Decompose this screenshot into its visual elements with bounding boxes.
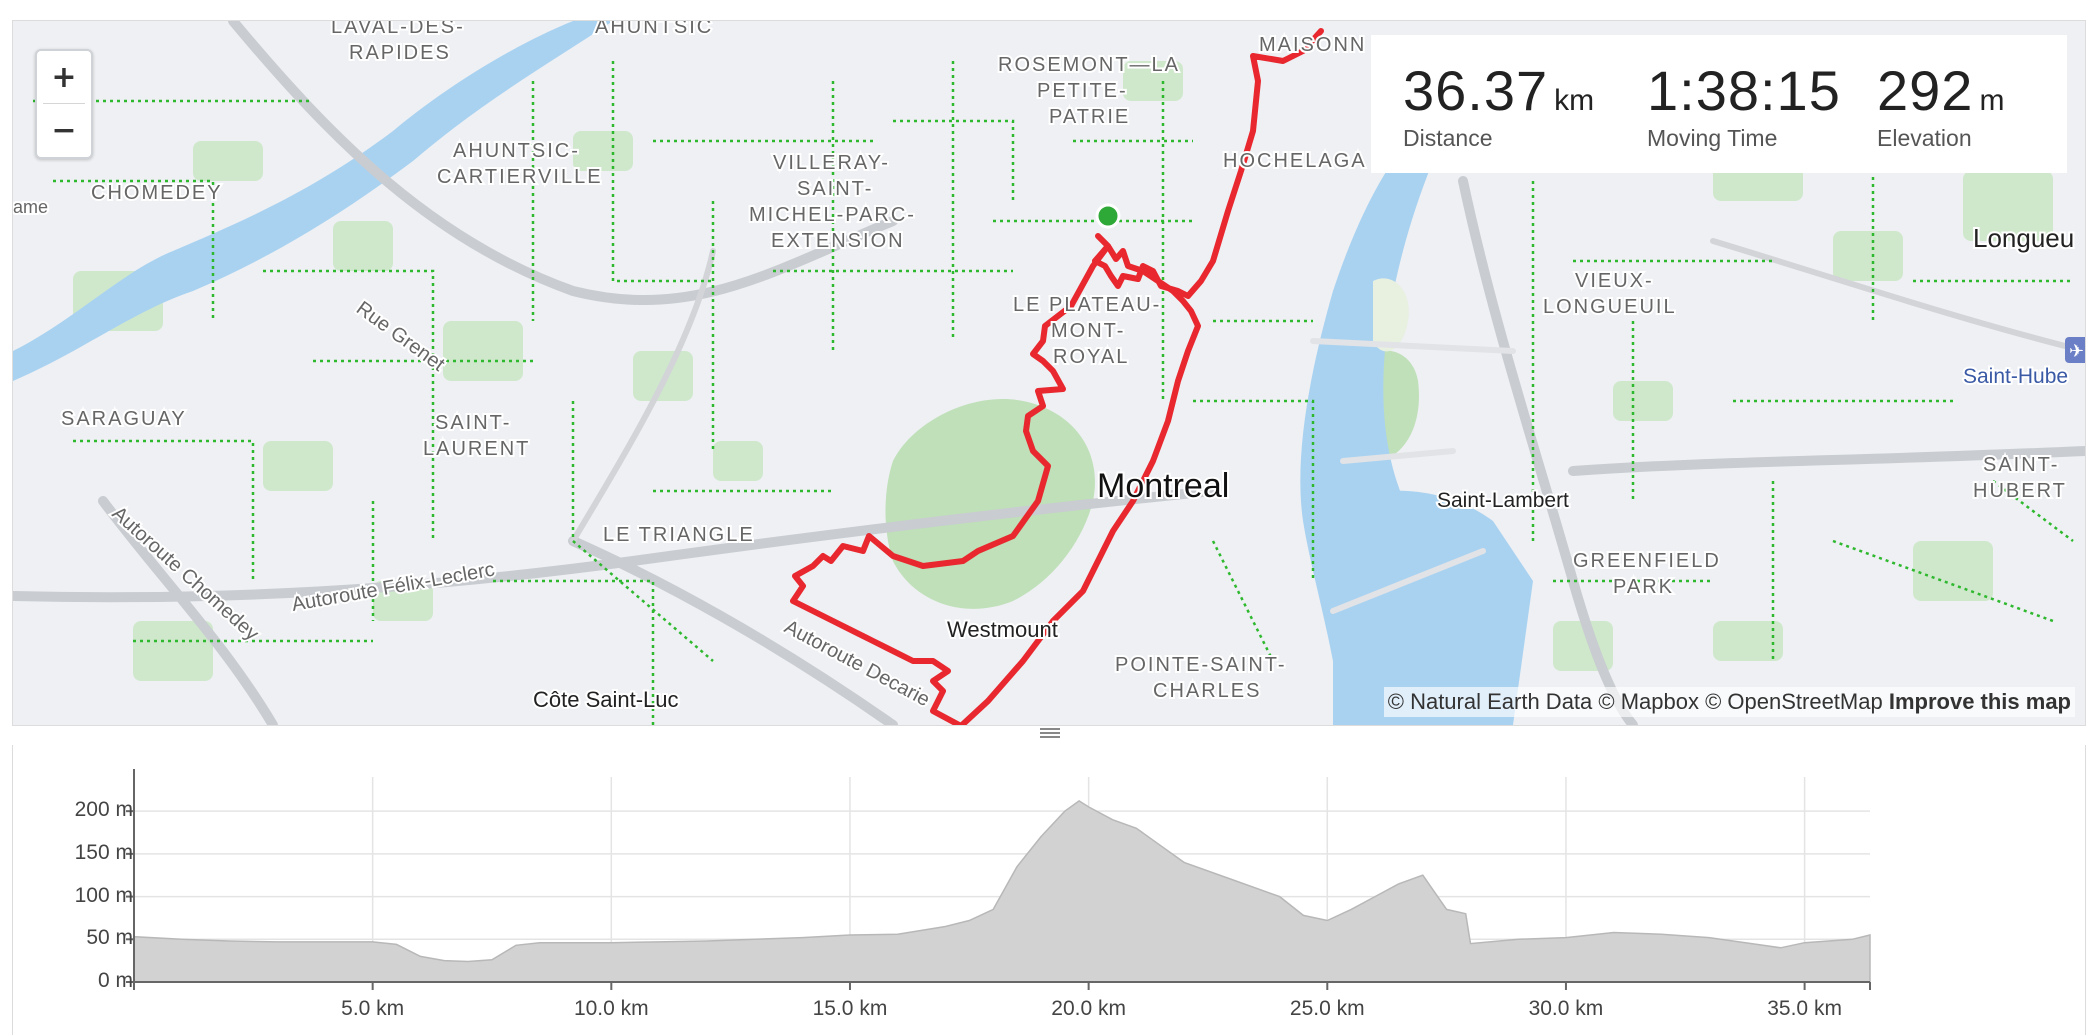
label-le-triangle: LE TRIANGLE (603, 524, 755, 546)
stat-distance-value-row: 36.37 km (1403, 61, 1594, 121)
improve-map-link[interactable]: Improve this map (1888, 689, 2071, 714)
label-ahuntsic-top: AHUNTSIC (595, 21, 713, 38)
attribution-text[interactable]: © Natural Earth Data © Mapbox © OpenStre… (1387, 689, 1883, 714)
stat-elevation-label: Elevation (1877, 125, 1972, 151)
label-villeray-2: SAINT- (797, 178, 873, 200)
bridge-jacques-cartier (1310, 338, 1516, 354)
label-hochelaga: HOCHELAGA (1223, 150, 1367, 172)
elevation-chart-canvas[interactable] (13, 745, 2085, 1027)
highway-felix-leclerc (13, 486, 1218, 603)
label-plateau-1: LE PLATEAU- (1013, 294, 1161, 316)
stat-moving-time-value-row: 1:38:15 (1647, 61, 1841, 121)
x-tick-label: 10.0 km (573, 997, 649, 1020)
stat-moving-time: 1:38:15 Moving Time (1647, 61, 1841, 152)
x-tick-label: 5.0 km (341, 997, 405, 1020)
label-villeray-4: EXTENSION (771, 230, 905, 252)
bridge-champlain (1340, 448, 1456, 464)
label-pointe-1: POINTE-SAINT- (1115, 654, 1287, 676)
label-villeray-1: VILLERAY- (773, 152, 890, 174)
stat-elevation-unit: m (1979, 84, 2005, 117)
label-saint-laurent-2: LAURENT (423, 438, 530, 460)
stat-distance-unit: km (1554, 84, 1595, 117)
y-tick-label: 200 m (74, 798, 133, 822)
label-saint-hubert-2: HUBERT (1973, 480, 2067, 502)
stat-distance: 36.37 km Distance (1403, 61, 1594, 152)
highway-east (1568, 446, 2085, 476)
stat-distance-value: 36.37 (1403, 59, 1549, 122)
label-laval-2: RAPIDES (349, 42, 451, 64)
parks-layer (73, 61, 2053, 681)
x-tick-label: 20.0 km (1051, 997, 1126, 1020)
svg-text:✈: ✈ (2069, 341, 2084, 362)
river-des-prairies (13, 21, 613, 381)
x-tick-label: 35.0 km (1767, 997, 1842, 1020)
elevation-area (133, 799, 1871, 983)
stat-distance-label: Distance (1403, 125, 1493, 151)
label-saint-lambert: Saint-Lambert (1437, 489, 1569, 512)
start-marker[interactable] (1095, 203, 1121, 229)
zoom-in-button[interactable]: + (37, 51, 91, 103)
stat-moving-time-value: 1:38:15 (1647, 59, 1841, 122)
label-maisonn: MAISONN (1259, 34, 1366, 56)
label-rosemont-2: PETITE- (1037, 80, 1128, 102)
label-pointe-2: CHARLES (1153, 680, 1261, 702)
y-tick-label: 150 m (74, 840, 133, 864)
y-tick-label: 0 m (97, 969, 133, 992)
label-cote-saint-luc: Côte Saint-Luc (533, 687, 679, 712)
bridge-victoria (1330, 548, 1486, 614)
x-tick-label: 15.0 km (812, 997, 888, 1020)
label-greenfield-1: GREENFIELD (1573, 550, 1721, 572)
label-greenfield-2: PARK (1613, 576, 1674, 598)
map-attribution: © Natural Earth Data © Mapbox © OpenStre… (1383, 687, 2075, 717)
label-saint-hubert-1: SAINT- (1983, 454, 2059, 476)
label-longueuil: Longueu (1973, 223, 2074, 253)
label-vieux-1: VIEUX- (1575, 270, 1654, 292)
activity-stats-panel: 36.37 km Distance 1:38:15 Moving Time 292… (1371, 35, 2067, 173)
highway-south-shore (1458, 176, 1638, 725)
stat-elevation-value: 292 (1877, 59, 1974, 122)
stat-moving-time-label: Moving Time (1647, 125, 1778, 151)
stat-elevation-value-row: 292 m (1877, 61, 2004, 121)
bike-lanes-layer (33, 61, 2074, 725)
label-rosemont-1: ROSEMONT—LA (998, 54, 1180, 76)
label-westmount: Westmount (947, 617, 1058, 642)
elevation-chart[interactable]: 200 m 150 m 100 m 50 m 0 m 5.0 km 10.0 km 15.0… (12, 745, 2086, 1035)
island-channel (1373, 278, 1409, 352)
highway-40 (228, 21, 898, 306)
label-plateau-3: ROYAL (1053, 346, 1129, 368)
label-chomedey: CHOMEDEY (91, 182, 223, 204)
label-ahuntsic-c-1: AHUNTSIC- (453, 140, 580, 162)
airport-icon: ✈ (2065, 337, 2085, 363)
label-ahuntsic-c-2: CARTIERVILLE (437, 166, 603, 188)
label-villeray-3: MICHEL-PARC- (749, 204, 916, 226)
label-saraguay: SARAGUAY (61, 408, 187, 430)
y-tick-label: 50 m (86, 926, 133, 950)
zoom-divider (43, 103, 85, 104)
highway-decarie (568, 536, 898, 725)
label-vieux-2: LONGUEUIL (1543, 296, 1677, 318)
label-saint-hubert-airport: Saint-Hube (1963, 365, 2068, 388)
route-line[interactable] (790, 28, 1324, 725)
resize-handle[interactable] (1040, 728, 1060, 738)
highway-chomedey (98, 496, 278, 725)
highway-airport (1710, 238, 2085, 354)
label-rosemont-3: PATRIE (1049, 106, 1130, 128)
map[interactable]: LAVAL-DES- RAPIDES AHUNTSIC ROSEMONT—LA … (12, 20, 2086, 726)
highway-15 (570, 248, 716, 544)
label-ame: ame (13, 197, 48, 217)
zoom-out-button[interactable]: − (37, 104, 91, 156)
mount-royal-park (885, 399, 1095, 609)
label-montreal: Montreal (1097, 467, 1229, 505)
zoom-control: + − (35, 49, 93, 159)
label-saint-laurent-1: SAINT- (435, 412, 511, 434)
label-plateau-2: MONT- (1051, 320, 1125, 342)
x-tick-label: 25.0 km (1289, 997, 1365, 1020)
label-laval: LAVAL-DES- (331, 21, 465, 38)
y-tick-label: 100 m (74, 883, 133, 907)
roads-layer (13, 21, 2085, 725)
stat-elevation: 292 m Elevation (1877, 61, 2004, 152)
x-tick-label: 30.0 km (1528, 997, 1604, 1020)
